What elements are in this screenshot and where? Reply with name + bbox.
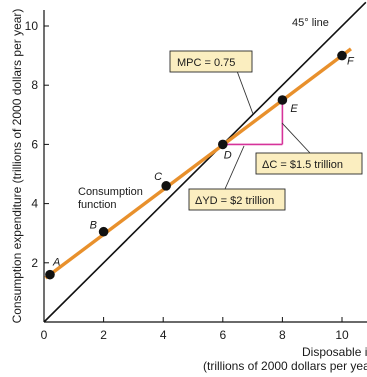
point-b [98, 226, 109, 237]
point-label-b: B [90, 220, 97, 232]
delta-yd-leader [224, 145, 245, 190]
x-tick-label: 0 [41, 328, 48, 342]
axis-ticks: 0 2 4 6 8 10 2 4 6 8 10 [25, 19, 349, 342]
x-tick-label: 2 [100, 328, 107, 342]
point-label-a: A [52, 257, 60, 269]
consumption-function-line [44, 47, 352, 280]
data-points: A B C D E F [45, 50, 355, 280]
x-tick-label: 6 [219, 328, 226, 342]
consumption-function-label: Consumption [78, 186, 143, 198]
y-tick-label: 2 [31, 256, 38, 270]
mpc-annotation: MPC = 0.75 [177, 57, 235, 69]
point-label-f: F [347, 56, 355, 68]
point-label-d: D [224, 149, 232, 161]
consumption-function-label-line2: function [78, 199, 117, 211]
delta-c-annotation: ΔC = $1.5 trillion [262, 159, 343, 171]
delta-c-leader [281, 122, 311, 154]
point-a [45, 269, 55, 280]
point-label-c: C [154, 171, 162, 183]
x-tick-label: 8 [279, 328, 286, 342]
x-tick-label: 4 [160, 328, 167, 342]
mpc-leader [236, 70, 254, 115]
mpc-annotation-box [169, 50, 253, 73]
point-d [218, 139, 228, 150]
x-tick-label: 10 [335, 328, 349, 342]
point-e [277, 95, 288, 105]
45-degree-line [43, 1, 367, 323]
point-c [161, 181, 171, 191]
point-label-e: E [290, 103, 298, 115]
y-tick-label: 4 [31, 197, 38, 211]
x-axis-title-line2: (trillions of 2000 dollars per year) [203, 359, 367, 373]
45-degree-line-label: 45° line [292, 17, 329, 29]
y-tick-label: 8 [31, 78, 38, 92]
delta-c-annotation-box [255, 152, 363, 175]
y-axis-title: Consumption expenditure (trillions of 20… [10, 9, 24, 324]
y-tick-label: 6 [31, 137, 38, 151]
delta-yd-annotation: ΔYD = $2 trillion [195, 195, 274, 207]
y-tick-label: 10 [25, 19, 39, 33]
delta-yd-annotation-box [188, 188, 286, 211]
x-axis-title: Disposable income [302, 345, 367, 359]
point-f [337, 50, 347, 61]
